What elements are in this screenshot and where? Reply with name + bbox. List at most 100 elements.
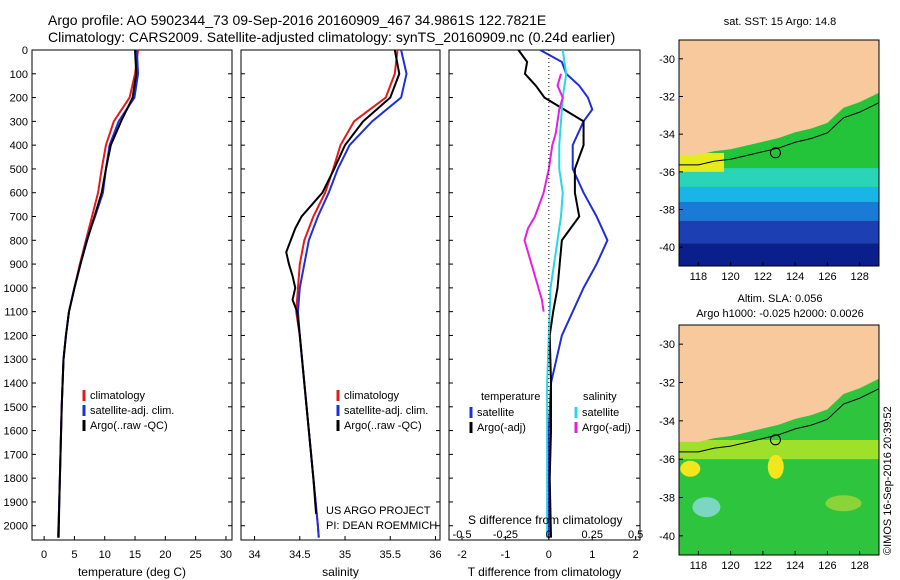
x-tick-label-salinity: 0 [546,529,552,541]
sst-band [679,149,879,169]
series-line-3 [523,73,564,312]
x-tick-label: -1 [501,549,511,561]
sla-band [679,440,879,460]
map-lat-label: -32 [659,378,675,390]
x-tick-label: 20 [159,549,171,561]
pi-annotation: PI: DEAN ROEMMICH [326,520,437,532]
x-tick-label: 10 [99,549,111,561]
x-axis-label: salinity [322,565,359,579]
depth-tick-label: 800 [10,235,28,247]
panel-frame [448,49,641,541]
map-lat-label: -36 [659,167,675,179]
x-tick-label: 0 [41,549,47,561]
sst-band [679,243,879,266]
map-lon-label: 122 [754,271,772,283]
legend-label: Argo(..raw -QC) [344,420,422,432]
depth-tick-label: 1800 [4,473,28,485]
x-tick-label: 36 [429,549,441,561]
depth-tick-label: 1700 [4,449,28,461]
legend-label: Argo(..raw -QC) [90,420,168,432]
depth-tick-label: 400 [10,140,28,152]
depth-tick-label: 1100 [4,307,28,319]
map-lon-label: 126 [818,271,836,283]
profile-title: Argo profile: AO 5902344_73 09-Sep-2016 … [48,12,547,28]
sst-map-title: sat. SST: 15 Argo: 14.8 [724,16,837,28]
map-lon-label: 128 [850,560,868,572]
x-tick-label: 30 [220,549,232,561]
map-lat-label: -30 [659,54,675,66]
land-mass [679,325,879,442]
depth-tick-label: 1400 [4,378,28,390]
map-lat-label: -32 [659,92,675,104]
x-tick-label: 25 [190,549,202,561]
legend-label: satellite [582,407,619,419]
map-lat-label: -34 [659,129,675,141]
legend-label: satellite [477,407,514,419]
sla-anomaly [692,497,721,518]
legend-label: satellite-adj. clim. [344,405,428,417]
map-frame [678,39,880,267]
float-position-marker [769,434,781,446]
series-line-2 [57,49,138,538]
depth-tick-label: 500 [10,164,28,176]
legend-label: climatology [90,390,146,402]
x-tick-label-salinity: 0.5 [628,529,643,541]
x-tick-label-salinity: -0.25 [493,529,518,541]
depth-contour [679,388,880,453]
sla-anomaly [767,454,784,479]
legend-label: climatology [344,390,400,402]
map-lat-label: -34 [659,416,675,428]
depth-tick-label: 900 [10,259,28,271]
depth-tick-label: 1900 [4,497,28,509]
sla-map-subtitle: Argo h1000: -0.025 h2000: 0.0026 [696,308,864,320]
float-position-marker [769,147,781,159]
map-lon-label: 118 [690,271,708,283]
sla-map [678,324,880,556]
series-line-2 [546,49,568,538]
depth-tick-label: 600 [10,188,28,200]
depth-tick-label: 300 [10,116,28,128]
sla-anomaly [680,460,701,477]
map-lon-label: 124 [786,271,804,283]
map-lat-label: -40 [659,531,675,543]
sst-map [678,39,880,267]
x-tick-label: 35.5 [380,549,401,561]
legend-title-temperature: temperature [481,391,540,403]
map-lat-label: -30 [659,339,675,351]
series-line-1 [57,49,140,538]
map-lon-label: 124 [786,560,804,572]
warm-patch [679,153,724,172]
land-mass [679,40,879,155]
sst-band [679,201,879,221]
x-tick-label: -2 [457,549,467,561]
depth-tick-label: 1000 [4,283,28,295]
map-lon-label: 126 [818,560,836,572]
x-tick-label: 2 [633,549,639,561]
map-lat-label: -38 [659,205,675,217]
x-tick-label: 0 [546,549,552,561]
map-lat-label: -38 [659,493,675,505]
x-tick-label: 35 [339,549,351,561]
x-axis-label: T difference from climatology [468,565,622,579]
series-line-0 [57,49,140,538]
climatology-title: Climatology: CARS2009. Satellite-adjuste… [48,29,616,45]
map-lon-label: 122 [754,560,772,572]
legend-label: Argo(-adj) [582,422,631,434]
legend-label: Argo(-adj) [477,422,526,434]
sst-band [679,220,879,244]
sla-anomaly [825,495,862,512]
panel-frame [240,49,441,541]
depth-tick-label: 0 [22,45,28,57]
x-tick-label: 34 [248,549,260,561]
project-annotation: US ARGO PROJECT [326,505,431,517]
map-lon-label: 120 [721,271,739,283]
depth-tick-label: 1500 [4,402,28,414]
legend-label: satellite-adj. clim. [90,405,174,417]
depth-tick-label: 1200 [4,330,28,342]
depth-tick-label: 1600 [4,426,28,438]
depth-tick-label: 700 [10,212,28,224]
x-tick-label-salinity: -0.5 [453,529,472,541]
series-line-2 [285,49,401,514]
depth-contour [679,102,880,166]
